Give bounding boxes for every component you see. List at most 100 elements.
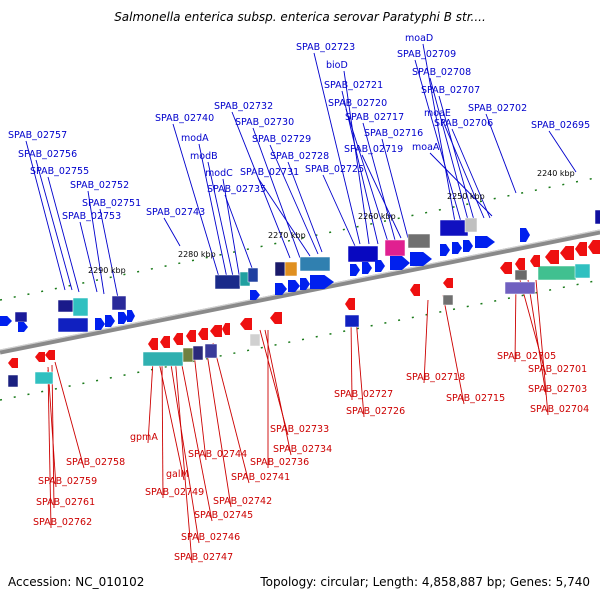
gene-label-spab_02736: SPAB_02736 <box>250 457 309 468</box>
gene-block <box>344 314 360 328</box>
gene-label-spab_02743-leader <box>163 217 181 247</box>
gene-label-spab_02723: SPAB_02723 <box>296 42 355 53</box>
gene-block <box>57 317 89 333</box>
reverse-gene-arrow <box>500 262 512 274</box>
reverse-gene-arrow <box>443 278 453 288</box>
gene-label-spab_02742-leader <box>205 346 232 508</box>
chart-title: Salmonella enterica subsp. enterica sero… <box>114 10 486 24</box>
gene-label-spab_02702: SPAB_02702 <box>468 103 527 114</box>
gene-block <box>407 233 431 249</box>
gene-block <box>7 374 19 388</box>
gene-label-spab_02723-leader <box>313 52 361 245</box>
gene-label-spab_02732-leader <box>231 111 291 259</box>
gene-label-moda: modA <box>181 133 209 144</box>
gene-label-spab_02728-leader <box>287 161 323 253</box>
reverse-gene-arrow <box>515 258 525 270</box>
forward-gene-arrow <box>300 278 310 290</box>
forward-gene-arrow <box>520 228 530 242</box>
gene-label-spab_02762: SPAB_02762 <box>33 517 92 528</box>
gene-label-spab_02742: SPAB_02742 <box>213 496 272 507</box>
gene-label-moad: moaD <box>405 33 433 44</box>
gene-label-spab_02727: SPAB_02727 <box>334 389 393 400</box>
gene-label-spab_02719: SPAB_02719 <box>344 144 403 155</box>
gene-label-spab_02718-leader <box>423 299 429 384</box>
gene-label-moae-leader <box>441 118 485 219</box>
gene-features <box>0 209 600 388</box>
gene-label-spab_02733: SPAB_02733 <box>270 424 329 435</box>
gene-label-spab_02706: SPAB_02706 <box>434 118 493 129</box>
gene-label-spab_02715: SPAB_02715 <box>446 393 505 404</box>
gene-block <box>594 209 600 225</box>
reverse-gene-arrow <box>575 242 587 256</box>
reverse-gene-arrow <box>186 330 196 342</box>
forward-gene-arrow <box>410 252 432 266</box>
gene-label-spab_02740-leader <box>172 123 223 288</box>
reverse-gene-arrow <box>173 333 183 345</box>
gene-label-spab_02707-leader <box>438 95 475 221</box>
gene-block <box>72 297 89 317</box>
gene-label-spab_02732: SPAB_02732 <box>214 101 273 112</box>
gene-label-spab_02759-leader <box>47 366 57 488</box>
gene-label-spab_02727-leader <box>350 319 353 401</box>
gene-block <box>34 371 54 385</box>
forward-gene-arrow <box>118 312 128 324</box>
gene-block <box>299 256 331 272</box>
gene-label-spab_02761: SPAB_02761 <box>36 497 95 508</box>
gene-label-galm-leader <box>158 361 185 481</box>
forward-gene-arrow <box>250 290 260 300</box>
gene-label-spab_02731: SPAB_02731 <box>240 167 299 178</box>
gene-label-spab_02716: SPAB_02716 <box>364 128 423 139</box>
gene-label-spab_02705-leader <box>514 281 517 363</box>
gene-label-spab_02734: SPAB_02734 <box>273 444 332 455</box>
topology-text: Topology: circular; Length: 4,858,887 bp… <box>260 575 590 589</box>
gene-label-spab_02734-leader <box>264 329 292 456</box>
reverse-gene-arrow <box>160 336 170 348</box>
gene-label-spab_02731-leader <box>257 177 311 257</box>
reverse-gene-arrow <box>530 255 540 267</box>
gene-block <box>504 281 536 295</box>
gene-label-spab_02745: SPAB_02745 <box>194 510 253 521</box>
gene-block <box>464 217 478 233</box>
gene-label-spab_02759: SPAB_02759 <box>38 476 97 487</box>
reverse-gene-arrow <box>560 246 574 260</box>
gene-label-spab_02761-leader <box>51 364 55 509</box>
kbp-tick-label: 2240 kbp <box>537 169 575 178</box>
gene-label-spab_02729: SPAB_02729 <box>252 134 311 145</box>
gene-label-spab_02758: SPAB_02758 <box>66 457 125 468</box>
reverse-gene-arrow <box>545 250 559 264</box>
gene-label-spab_02746: SPAB_02746 <box>181 532 240 543</box>
reverse-gene-arrow <box>198 328 208 340</box>
gene-label-spab_02757: SPAB_02757 <box>8 130 67 141</box>
gene-label-spab_02740: SPAB_02740 <box>155 113 214 124</box>
reverse-gene-arrow <box>45 350 55 360</box>
gene-label-spab_02720: SPAB_02720 <box>328 98 387 109</box>
gene-label-spab_02735-leader <box>224 194 256 277</box>
gene-labels: SPAB_02757 SPAB_02756 SPAB_02755 SPAB_02752… <box>8 33 590 563</box>
forward-gene-arrow <box>95 318 105 330</box>
gene-label-biod-leader <box>343 70 370 245</box>
reverse-gene-arrow <box>222 323 230 335</box>
gene-label-spab_02757-leader <box>25 140 66 291</box>
forward-gene-arrow <box>288 280 300 292</box>
forward-gene-arrow <box>452 242 462 254</box>
gene-label-spab_02749: SPAB_02749 <box>145 487 204 498</box>
gene-label-spab_02747-leader <box>174 355 193 564</box>
forward-gene-arrow <box>390 256 410 270</box>
kbp-tick-label: 2280 kbp <box>178 250 216 259</box>
gene-label-spab_02702-leader <box>485 113 517 194</box>
reverse-gene-arrow <box>410 284 420 296</box>
gene-label-spab_02717-leader <box>362 122 396 241</box>
gene-label-spab_02749-leader <box>161 359 164 499</box>
gene-label-spab_02726-leader <box>355 317 365 418</box>
gene-block <box>204 343 218 359</box>
gene-label-spab_02741-leader <box>212 342 250 484</box>
gene-label-spab_02709-leader <box>414 59 462 223</box>
gene-label-spab_02704: SPAB_02704 <box>530 404 589 415</box>
reverse-gene-arrow <box>210 325 222 337</box>
gene-label-spab_02751-leader <box>99 208 119 299</box>
gene-block <box>214 274 241 290</box>
gene-block <box>142 351 184 367</box>
reverse-gene-arrow <box>35 352 45 362</box>
gene-block <box>182 347 194 363</box>
